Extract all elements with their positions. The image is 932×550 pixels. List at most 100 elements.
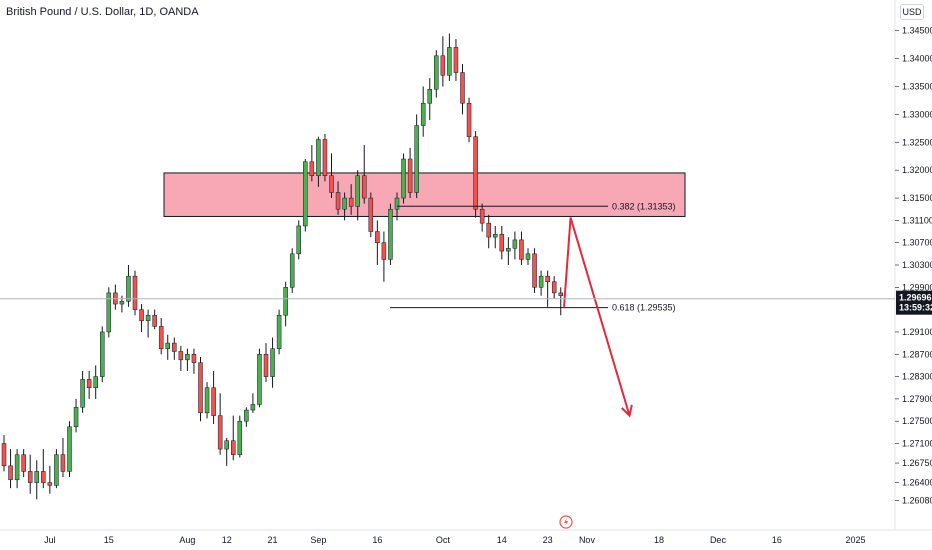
candle — [119, 295, 125, 313]
candle — [47, 465, 53, 494]
resistance-zone[interactable] — [163, 172, 686, 217]
candle — [54, 449, 59, 489]
candle-body — [250, 404, 256, 411]
candle-body — [217, 415, 223, 450]
candle — [538, 270, 544, 296]
candle-body — [453, 47, 459, 73]
candle — [525, 248, 531, 265]
candles-layer — [1, 33, 563, 500]
x-tick-label: Aug — [179, 535, 195, 545]
time-axis[interactable]: Jul 15 Aug 12 21 Sep 16 Oct 14 23 Nov 18 Dec 16 2025 — [44, 535, 865, 545]
candle-body — [289, 253, 295, 288]
candle-body — [145, 314, 151, 322]
candle-body — [93, 376, 98, 388]
lightning-icon[interactable] — [559, 515, 573, 529]
candle — [14, 449, 20, 489]
candle-body — [231, 440, 236, 455]
candle — [348, 184, 354, 215]
projection-arrowhead — [621, 404, 633, 418]
candle — [211, 371, 216, 424]
candle-body — [67, 426, 72, 472]
projection-path[interactable] — [563, 217, 631, 416]
y-tick-label: 1.26750 — [902, 458, 932, 468]
x-tick-label: 12 — [222, 535, 232, 545]
candle-body — [100, 331, 105, 377]
candle — [27, 454, 33, 494]
x-tick-label: 14 — [497, 535, 507, 545]
candle-body — [466, 102, 472, 137]
candle-body — [178, 351, 184, 361]
candle — [316, 136, 321, 187]
candle-body — [21, 454, 26, 472]
candle — [486, 214, 491, 249]
candle-body — [499, 234, 505, 252]
candle-body — [191, 354, 197, 363]
candle — [460, 64, 465, 115]
candle — [86, 371, 92, 399]
candle-body — [342, 197, 347, 210]
candle — [263, 343, 269, 383]
candle — [453, 39, 459, 81]
y-tick-label: 1.27100 — [902, 439, 932, 449]
candle — [440, 36, 446, 87]
candle — [191, 348, 197, 374]
candle — [250, 393, 256, 413]
candle-body — [388, 208, 393, 260]
currency-button[interactable]: USD — [900, 4, 924, 20]
candle — [100, 326, 105, 383]
candle — [80, 371, 85, 413]
candle-body — [460, 72, 465, 104]
candle-body — [329, 175, 334, 193]
candle — [165, 334, 170, 360]
candle — [73, 398, 79, 433]
candle-body — [420, 102, 426, 126]
candle — [414, 114, 419, 199]
y-tick-label: 1.26400 — [902, 478, 932, 488]
candle-body — [86, 379, 92, 388]
candle-body — [172, 342, 177, 352]
candle-body — [394, 197, 400, 210]
candle-body — [551, 281, 557, 294]
candle — [139, 304, 144, 332]
candle — [198, 357, 203, 422]
y-tick-label: 1.32000 — [902, 165, 932, 175]
candle — [244, 407, 249, 427]
candle-body — [335, 192, 341, 210]
candle-body — [185, 354, 190, 361]
candle — [224, 437, 229, 466]
y-tick-label: 1.31500 — [902, 193, 932, 203]
candle-body — [381, 242, 387, 260]
candle-body — [375, 231, 380, 243]
candle — [355, 170, 360, 221]
candle-body — [211, 387, 216, 416]
x-tick-label: Jul — [44, 535, 56, 545]
candle-body — [126, 275, 131, 302]
y-tick-label: 1.28300 — [902, 372, 932, 382]
fib-levels-layer: 0.382 (1.31353) 0.618 (1.29535) — [390, 201, 676, 313]
candle — [113, 284, 118, 310]
y-tick-label: 1.27500 — [902, 416, 932, 426]
price-axis[interactable]: 1.34500 1.34000 1.33500 1.33000 1.32500 1.320… — [895, 26, 932, 506]
candle — [67, 421, 72, 477]
candle-body — [8, 465, 13, 481]
fib-level-label: 0.618 (1.29535) — [612, 303, 676, 313]
candle — [296, 220, 301, 260]
candle — [342, 192, 347, 221]
candle-body — [558, 292, 563, 296]
candle — [231, 415, 236, 461]
candle — [499, 225, 505, 260]
candle-body — [322, 139, 328, 176]
candle — [1, 435, 7, 472]
candle-body — [538, 275, 544, 288]
candle — [375, 220, 380, 265]
candle-body — [362, 175, 367, 199]
candle-body — [73, 407, 79, 428]
y-tick-label: 1.29900 — [902, 282, 932, 292]
candle — [388, 203, 393, 265]
candle-body — [545, 275, 550, 282]
candle-body — [34, 471, 39, 483]
y-tick-label: 1.31100 — [902, 215, 932, 225]
x-tick-label: Oct — [436, 535, 451, 545]
last-price-badge — [896, 290, 932, 315]
